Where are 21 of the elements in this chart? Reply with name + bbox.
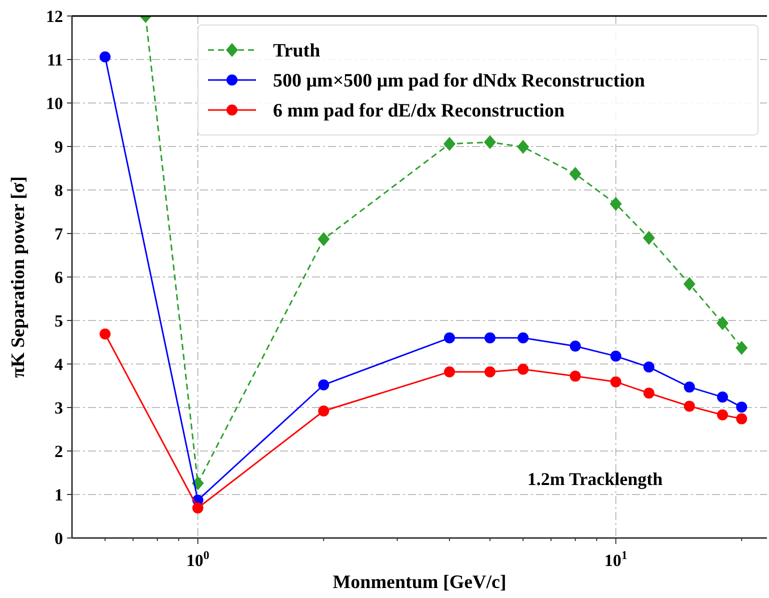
legend-label: Truth [273, 40, 321, 62]
y-tick-label: 0 [54, 528, 63, 548]
y-tick-label: 2 [54, 442, 63, 461]
x-tick-label: 10$^{0}$ [186, 548, 210, 570]
x-axis-title: Monmentum [GeV/c] [332, 572, 506, 593]
x-tick-label: 10$^{1}$ [604, 548, 628, 570]
y-tick-label: 12 [46, 6, 63, 26]
y-tick-label: 1 [54, 485, 63, 504]
y-tick-label: 4 [54, 354, 64, 374]
y-tick-label: 8 [54, 180, 63, 200]
y-tick-label: 6 [54, 268, 63, 287]
y-axis-title: πK Separation power [σ] [8, 176, 29, 378]
y-tick-label: 5 [54, 311, 63, 330]
y-tick-label: 3 [54, 398, 63, 418]
y-tick-label: 9 [54, 137, 63, 156]
y-tick-label: 10 [46, 94, 63, 113]
annotation: 1.2m Tracklength [527, 469, 663, 489]
y-tick-label: 7 [54, 224, 64, 244]
y-tick-label: 11 [46, 50, 63, 70]
legend-label: 6 mm pad for dE/dx Reconstruction [273, 100, 565, 122]
legend-label: 500 μm×500 μm pad for dNdx Reconstruction [273, 70, 646, 92]
